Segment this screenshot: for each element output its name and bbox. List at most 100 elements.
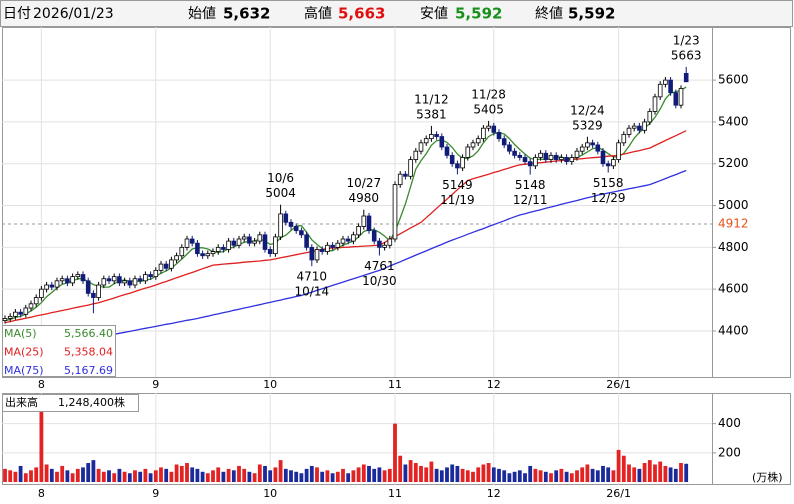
candle-body bbox=[283, 213, 289, 223]
candle-body bbox=[455, 163, 460, 169]
volume-bar bbox=[658, 461, 663, 482]
candle-body bbox=[221, 246, 226, 250]
candle-body bbox=[111, 276, 117, 282]
candle-body bbox=[189, 238, 195, 244]
volume-bar bbox=[476, 467, 481, 482]
candle-body bbox=[361, 215, 367, 227]
volume-bar bbox=[44, 464, 49, 482]
ma-legend-name: MA(25) bbox=[4, 346, 44, 359]
candle-body bbox=[434, 134, 439, 137]
volume-bar bbox=[164, 468, 169, 482]
candle-body bbox=[491, 125, 497, 133]
candle-body bbox=[39, 288, 44, 298]
ma-legend: MA(5) 5,566.40 MA(25) 5,358.04 MA(75) 5,167.6… bbox=[4, 327, 113, 377]
volume-bar bbox=[668, 467, 673, 482]
candle-body bbox=[507, 144, 512, 152]
candle-body bbox=[340, 238, 346, 244]
volume-bar bbox=[673, 468, 678, 482]
x-tick-label: 10 bbox=[263, 378, 277, 391]
ma-legend-value: 5,167.69 bbox=[64, 364, 113, 377]
volume-bar bbox=[190, 467, 195, 482]
x-tick-label: 12 bbox=[487, 487, 501, 500]
annotation-value: 4761 bbox=[364, 259, 395, 273]
candle-body bbox=[501, 138, 507, 146]
candle-body bbox=[512, 150, 517, 156]
candle-body bbox=[210, 251, 216, 255]
annotation-date: 12/29 bbox=[591, 191, 626, 205]
candle-body bbox=[548, 154, 554, 160]
volume-bar bbox=[398, 455, 403, 482]
volume-bar bbox=[330, 473, 335, 482]
volume-bar bbox=[621, 455, 626, 482]
volume-bar bbox=[549, 473, 553, 482]
volume-bar bbox=[528, 465, 533, 482]
candle-body bbox=[418, 142, 424, 152]
annotation-value: 5663 bbox=[671, 48, 702, 62]
candle-body bbox=[293, 226, 299, 232]
candle-body bbox=[621, 134, 627, 144]
volume-bar bbox=[684, 463, 689, 482]
annotation-date: 12/11 bbox=[513, 193, 548, 207]
volume-bar bbox=[439, 470, 444, 482]
volume-bar bbox=[205, 473, 210, 482]
y-tick-label: 5000 bbox=[718, 198, 749, 212]
volume-bar bbox=[200, 471, 205, 482]
annotation-date: 11/28 bbox=[471, 87, 506, 101]
volume-bar bbox=[351, 470, 356, 482]
volume-bar bbox=[627, 464, 631, 482]
volume-bar bbox=[211, 470, 215, 482]
volume-bar bbox=[413, 463, 418, 482]
candle-body bbox=[319, 249, 325, 252]
volume-bar bbox=[289, 470, 293, 482]
low-label: 安値 bbox=[420, 6, 448, 22]
volume-bar bbox=[117, 468, 122, 482]
candle-body bbox=[631, 125, 637, 129]
volume-bar bbox=[450, 464, 455, 482]
annotation-value: 5148 bbox=[515, 178, 546, 192]
annotation-date: 10/6 bbox=[267, 171, 294, 185]
volume-bar bbox=[252, 473, 257, 482]
candle-body bbox=[65, 278, 70, 284]
volume-bar bbox=[221, 471, 226, 482]
volume-bar bbox=[75, 468, 80, 482]
candle-body bbox=[444, 146, 450, 156]
candle-body bbox=[439, 136, 445, 148]
candle-body bbox=[626, 127, 632, 135]
candle-body bbox=[345, 238, 351, 242]
volume-bar bbox=[153, 470, 158, 482]
volume-bar bbox=[195, 468, 200, 482]
volume-bar bbox=[356, 467, 361, 482]
candle-body bbox=[247, 236, 252, 244]
candle-body bbox=[470, 142, 476, 148]
candle-body bbox=[647, 111, 653, 123]
candle-body bbox=[611, 159, 616, 167]
candle-body bbox=[18, 311, 23, 315]
candle-body bbox=[449, 154, 455, 165]
y-tick-label: 5200 bbox=[718, 156, 749, 170]
volume-bar bbox=[341, 468, 345, 482]
annotation-value: 5004 bbox=[265, 186, 296, 200]
candle-body bbox=[28, 303, 34, 309]
volume-bar bbox=[309, 465, 314, 482]
x-tick-label: 8 bbox=[38, 487, 45, 500]
candle-body bbox=[273, 236, 278, 255]
volume-unit: (万株) bbox=[752, 470, 783, 484]
volume-legend-box bbox=[2, 394, 139, 412]
candle-body bbox=[423, 138, 429, 144]
candle-body bbox=[392, 184, 398, 240]
volume-legend-name: 出来高 bbox=[5, 395, 38, 409]
candle-body bbox=[75, 274, 81, 278]
candle-body bbox=[215, 246, 221, 252]
candle-body bbox=[325, 244, 330, 252]
volume-bar bbox=[606, 467, 611, 482]
volume-bar bbox=[55, 471, 59, 482]
open-label: 始値 bbox=[188, 6, 216, 22]
volume-bar bbox=[13, 471, 18, 482]
volume-bar bbox=[169, 471, 174, 482]
annotation-date: 10/14 bbox=[295, 285, 330, 299]
ma-legend-name: MA(75) bbox=[4, 364, 44, 377]
candle-body bbox=[205, 253, 211, 257]
volume-bar bbox=[122, 471, 127, 482]
candle-body bbox=[481, 127, 486, 140]
candle-body bbox=[377, 240, 382, 248]
